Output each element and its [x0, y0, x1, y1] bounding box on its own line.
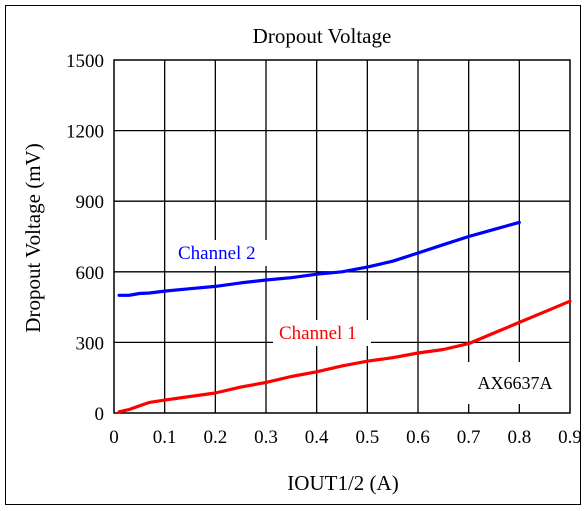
x-tick-label: 0.9: [558, 427, 582, 448]
series-lines: [117, 220, 572, 414]
series-label-channel-2: Channel 2: [178, 243, 256, 264]
x-tick-label: 0.2: [203, 427, 227, 448]
y-tick-label: 900: [76, 192, 105, 213]
x-tick-label: 0.7: [457, 427, 481, 448]
y-axis-title: Dropout Voltage (mV): [21, 143, 45, 332]
x-tick-labels: 0 0.1 0.2 0.3 0.4 0.5 0.6 0.7 0.8 0.9: [109, 427, 582, 448]
x-tick-label: 0.8: [507, 427, 531, 448]
y-tick-label: 300: [76, 333, 105, 354]
series-line-channel-2: [117, 220, 521, 297]
series-line-channel-1: [117, 299, 572, 414]
x-tick-label: 0.6: [406, 427, 430, 448]
x-tick-label: 0.3: [254, 427, 278, 448]
y-tick-label: 1500: [66, 51, 104, 72]
x-tick-label: 0.1: [153, 427, 177, 448]
x-axis-title: IOUT1/2 (A): [287, 471, 398, 495]
x-tick-label: 0.4: [305, 427, 329, 448]
x-tick-label: 0.5: [355, 427, 379, 448]
x-tick-label: 0: [109, 427, 119, 448]
y-tick-label: 1200: [66, 122, 104, 143]
part-number-annotation: AX6637A: [478, 373, 553, 393]
channel-2-label-background: [172, 240, 270, 266]
y-tick-label: 0: [95, 404, 105, 425]
y-tick-label: 600: [76, 263, 105, 284]
y-tick-labels: 0 300 600 900 1200 1500: [66, 51, 104, 425]
channel-1-label-background: [273, 320, 371, 346]
chart-title: Dropout Voltage: [253, 24, 392, 48]
plot-area: [113, 59, 571, 414]
series-label-channel-1: Channel 1: [279, 323, 357, 344]
part-number-box: [466, 362, 564, 404]
